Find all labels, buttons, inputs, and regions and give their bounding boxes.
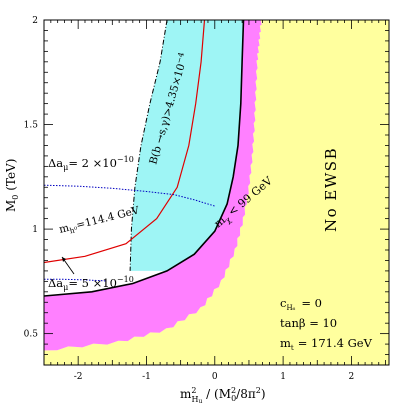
xlabel-subsub: u	[198, 398, 202, 405]
param-chu-rest: = 0	[301, 296, 322, 310]
x-tick-label: 1	[280, 372, 286, 382]
g2a-label-rest: = 2 ×10	[68, 156, 117, 170]
g2-5e-10-arrowhead	[62, 257, 66, 262]
g2-5e-10-label: Δaμ= 5 ×10−10	[48, 275, 134, 292]
param-mt-rest: = 171.4 GeV	[298, 336, 373, 350]
g2-5e-10-line	[44, 278, 106, 282]
y-tick-label: 1	[32, 225, 38, 235]
param-mt: mt = 171.4 GeV	[280, 336, 373, 352]
xlabel-end: /8π	[236, 387, 256, 401]
axis-ticks	[43, 19, 389, 365]
region-chargino-excluded	[44, 20, 262, 351]
g2b-label-rest: = 5 ×10	[68, 276, 117, 290]
xlabel-sup: 2	[191, 386, 196, 395]
y-tick-label: 0.5	[24, 330, 39, 340]
bsg-boundary-line	[129, 20, 168, 271]
g2-2e-10-line	[44, 184, 215, 207]
y-tick-label: 1.5	[24, 121, 39, 131]
y-axis-title: M0 (TeV)	[4, 159, 20, 212]
xlabel-sup3: 2	[256, 386, 261, 395]
x-tick-label: 2	[349, 372, 355, 382]
g2-2e-10-label: Δaμ= 2 ×10−10	[48, 155, 134, 172]
xlabel-sub0: 0	[231, 394, 236, 403]
param-chu: cH₆ = 0	[280, 296, 322, 312]
param-mt-sub: t	[291, 344, 294, 352]
xlabel-close: )	[261, 387, 266, 401]
x-axis-title: m2 Hu / (M2 0/8π2)	[180, 386, 266, 405]
g2b-label-prefix: Δa	[48, 276, 63, 290]
bsg-label-sup: −4	[174, 51, 186, 64]
xlabel-sub: H	[191, 395, 198, 404]
region-bsg-excluded	[130, 20, 244, 271]
chargino-boundary-line	[44, 20, 245, 297]
g2a-label-prefix: Δa	[48, 156, 63, 170]
g2b-label-sub: μ	[63, 283, 68, 292]
xlabel-m: m	[180, 387, 192, 401]
ylabel-sub: 0	[11, 195, 20, 200]
chargino-label-sub: χ	[223, 215, 233, 225]
param-chu-c: c	[280, 296, 286, 310]
param-tanbeta: tanβ = 10	[280, 316, 337, 330]
x-tick-label: 0	[212, 372, 218, 382]
y-tick-labels: 0.5 1 1.5 2	[24, 16, 39, 340]
g2b-label-sup: −10	[117, 275, 134, 284]
y-tick-label: 2	[32, 16, 38, 26]
higgs-label-sub: h⁰	[69, 225, 79, 236]
x-tick-label: -2	[74, 372, 83, 382]
g2a-label-sup: −10	[117, 155, 134, 164]
param-chu-sub: H₆	[286, 304, 295, 312]
plot-frame	[43, 19, 390, 366]
xlabel-sup2: 2	[231, 386, 236, 395]
g2a-label-sub: μ	[63, 163, 68, 172]
plot-area	[44, 20, 389, 365]
x-tick-labels: -2 -1 0 1 2	[74, 372, 355, 382]
ylabel-rest: (TeV)	[4, 159, 18, 195]
region-no-ewsb	[44, 20, 389, 365]
xlabel-rest: / (M	[202, 387, 231, 401]
no-ewsb-label: No EWSB	[322, 147, 340, 232]
higgs-label-m: m	[58, 222, 71, 236]
param-mt-m: m	[280, 336, 291, 350]
ylabel-M: M	[4, 200, 18, 212]
x-tick-label: -1	[142, 372, 151, 382]
higgs-mass-line	[44, 20, 206, 264]
